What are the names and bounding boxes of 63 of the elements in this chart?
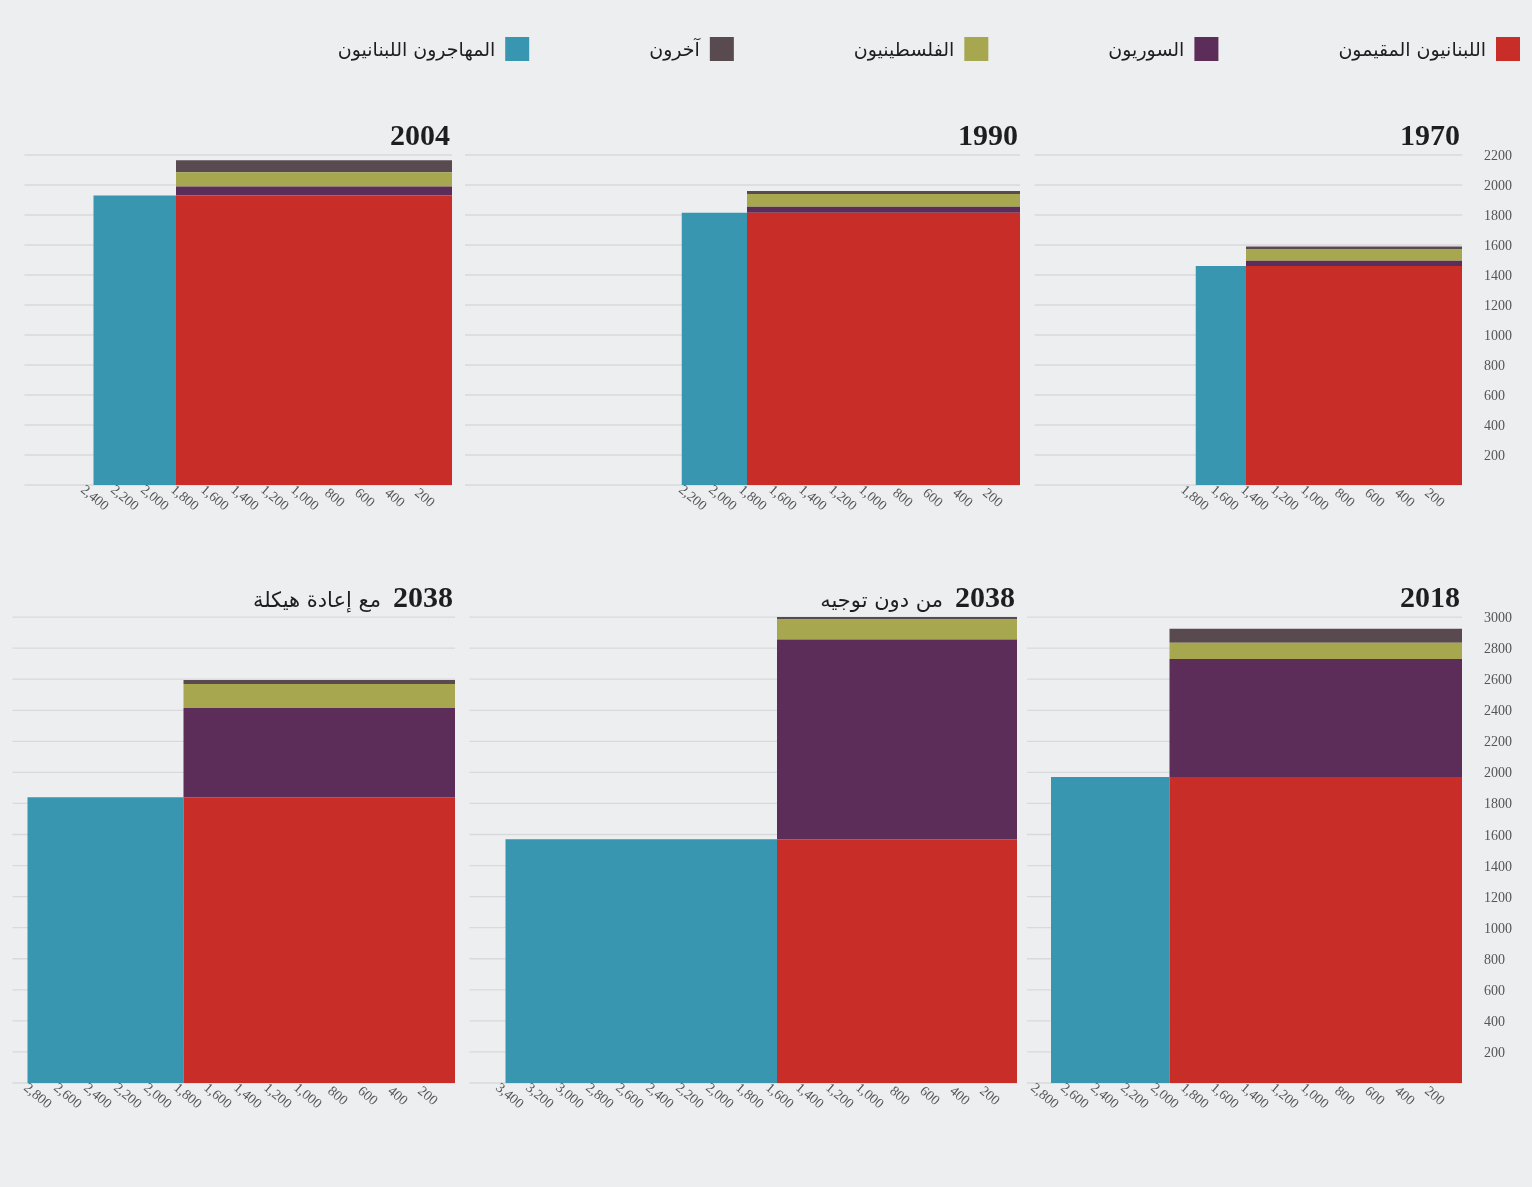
x-tick-label: 200 [415,1083,441,1109]
y-tick-label: 600 [1484,982,1505,998]
chart-title: 1970 [1400,118,1460,151]
y-tick-label: 2400 [1484,703,1512,719]
x-tick-label: 600 [355,1083,381,1109]
legend-label: المهاجرون اللبنانيون [337,38,496,61]
chart-title: 2018 [1400,580,1460,614]
chart-title: 2038 [955,580,1015,614]
x-tick-label: 600 [917,1083,943,1109]
x-tick-label: 400 [382,485,408,511]
x-tick-label: 600 [920,485,946,511]
y-tick-label: 2600 [1484,672,1512,688]
legend-label: السوريون [1108,38,1185,61]
y-tick-label: 1800 [1484,796,1512,812]
y-tick-label: 400 [1484,1013,1505,1029]
x-tick-label: 400 [385,1083,411,1109]
x-tick-label: 400 [950,485,976,511]
y-tick-label: 2200 [1484,148,1512,163]
y-tick-label: 1400 [1484,268,1512,283]
x-tick-label: 400 [1392,485,1418,511]
x-tick-label: 600 [1362,1083,1388,1109]
legend-label: الفلسطينيون [853,38,955,61]
y-tick-label: 400 [1484,418,1505,433]
chart-subtitle: مع إعادة هيكلة [252,588,381,614]
y-tick-label: 1200 [1484,298,1512,313]
y-tick-label: 200 [1484,448,1505,463]
x-tick-label: 800 [887,1083,913,1109]
y-tick-label: 3000 [1484,610,1512,626]
x-tick-label: 200 [980,485,1006,511]
y-tick-label: 1800 [1484,208,1512,223]
chart-title: 1990 [958,118,1018,151]
y-tick-label: 2000 [1484,765,1512,781]
legend-label: اللبنانيون المقيمون [1338,38,1486,61]
legend-label: آخرون [649,37,701,61]
chart-subtitle: من دون توجيه [820,588,943,613]
x-tick-label: 800 [322,485,348,511]
x-tick-label: 200 [1422,485,1448,511]
y-tick-label: 1600 [1484,238,1512,253]
x-tick-label: 400 [1392,1083,1418,1109]
y-tick-label: 1400 [1484,858,1512,874]
y-tick-label: 2000 [1484,178,1512,193]
y-tick-label: 800 [1484,358,1505,373]
x-tick-label: 800 [1332,485,1358,511]
x-tick-label: 200 [1422,1083,1448,1109]
x-tick-label: 800 [890,485,916,511]
y-tick-label: 1600 [1484,827,1512,843]
x-tick-label: 200 [412,485,438,511]
y-tick-label: 1200 [1484,889,1512,905]
x-tick-label: 600 [1362,485,1388,511]
y-tick-label: 1000 [1484,920,1512,936]
x-tick-label: 800 [325,1083,351,1109]
y-tick-label: 800 [1484,951,1505,967]
chart-title: 2004 [390,118,450,151]
y-tick-label: 1000 [1484,328,1512,343]
chart-title: 2038 [393,580,453,614]
x-tick-label: 600 [352,485,378,511]
x-tick-label: 800 [1332,1083,1358,1109]
y-tick-label: 2200 [1484,734,1512,750]
x-tick-label: 200 [977,1083,1003,1109]
x-tick-label: 400 [947,1083,973,1109]
y-tick-label: 2800 [1484,641,1512,657]
y-tick-label: 600 [1484,388,1505,403]
y-tick-label: 200 [1484,1044,1505,1060]
